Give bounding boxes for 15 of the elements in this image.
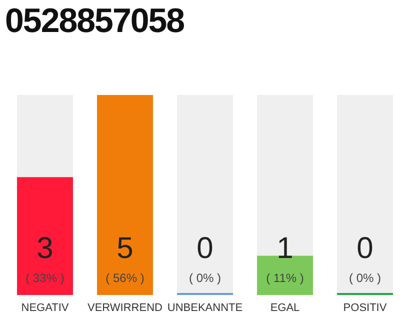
annotation: 3 — [36, 232, 54, 265]
x-tick-label: POSITIV — [343, 302, 388, 314]
chart-title: 0528857058 — [5, 2, 184, 41]
data-label: ( 0% ) — [188, 271, 222, 285]
x-tick-label: EGAL — [270, 302, 300, 314]
x-tick-label: UNBEKANNTE — [167, 302, 243, 314]
data-label: ( 0% ) — [348, 271, 382, 285]
data-label: ( 33% ) — [26, 271, 64, 285]
data-label: ( 56% ) — [106, 271, 144, 285]
annotation: 5 — [116, 232, 134, 265]
data-label: ( 11% ) — [266, 271, 304, 285]
x-tick-label: NEGATIV — [21, 302, 70, 314]
annotation: 0 — [196, 232, 214, 265]
annotation: 0 — [356, 232, 374, 265]
x-tick-label: VERWIRREND — [88, 302, 163, 314]
